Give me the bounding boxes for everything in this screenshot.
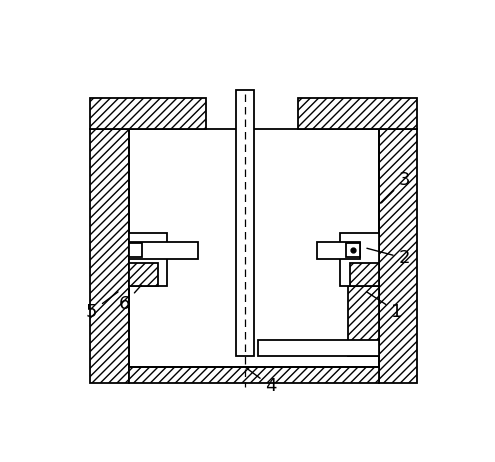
Bar (349, 263, 379, 286)
Bar (129, 128, 379, 367)
Bar (129, 232, 167, 286)
Bar (348, 263, 379, 356)
Bar (129, 263, 158, 286)
Bar (129, 243, 143, 257)
Bar (129, 242, 198, 259)
Bar (379, 128, 417, 383)
Text: 4: 4 (245, 366, 277, 395)
Text: 2: 2 (367, 248, 410, 267)
Bar (341, 232, 379, 286)
Text: 3: 3 (382, 171, 410, 203)
Bar (346, 243, 359, 257)
Bar (129, 367, 379, 383)
Bar (236, 90, 254, 356)
Bar (258, 340, 379, 356)
Text: 5: 5 (86, 292, 118, 321)
Bar (317, 242, 359, 259)
Bar (90, 98, 205, 128)
Bar (298, 98, 417, 128)
Bar (129, 128, 379, 367)
Text: 6: 6 (118, 285, 141, 313)
Text: 1: 1 (366, 292, 402, 321)
Bar (90, 128, 129, 383)
